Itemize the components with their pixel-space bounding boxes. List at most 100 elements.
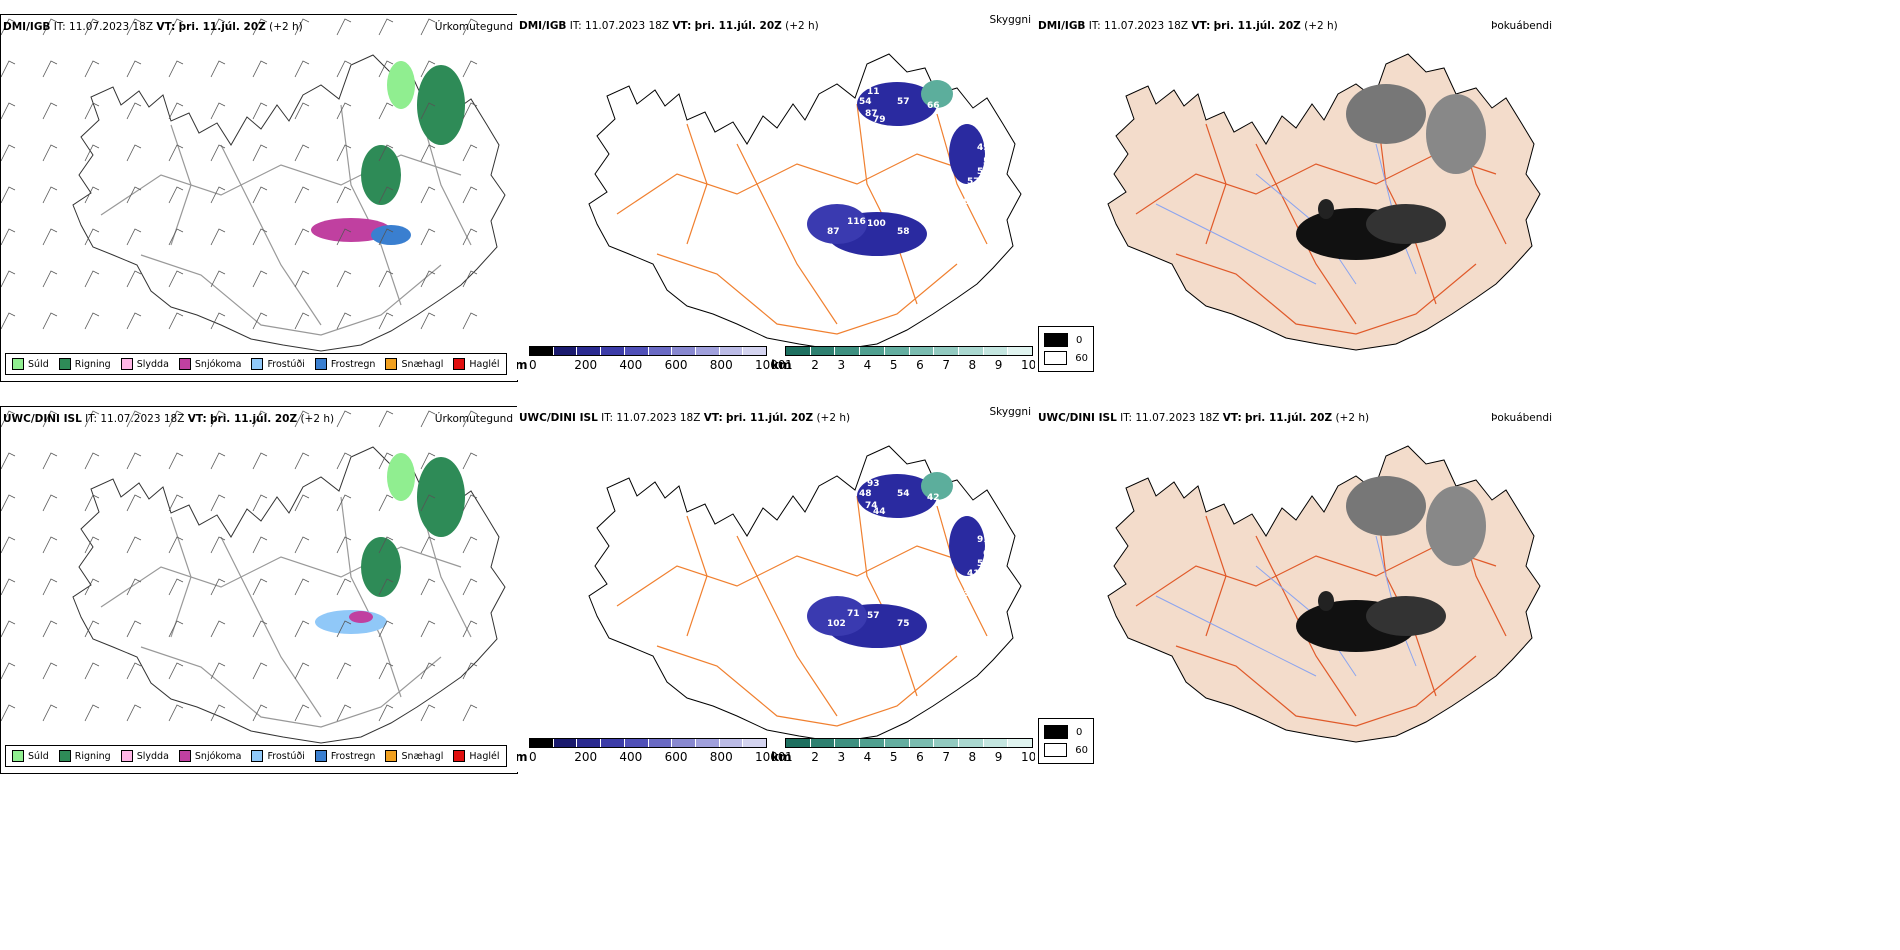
river-line (1155, 595, 1317, 677)
legend-label: Frostregn (330, 358, 376, 370)
cloud-value-label: 42 (927, 493, 940, 503)
wind-barb (210, 60, 226, 78)
wind-barb (210, 452, 226, 470)
wind-barb (42, 662, 58, 680)
colorbar-cell (530, 739, 554, 747)
wind-barb (378, 536, 394, 554)
legend-item: Súld (12, 358, 49, 370)
road-line (420, 114, 472, 246)
wind-barb (462, 228, 478, 246)
colorbar-tick: 10 (1021, 358, 1035, 372)
precip-area (349, 611, 373, 623)
legend-swatch (385, 358, 398, 370)
wind-barb (1, 662, 16, 680)
wind-barb (252, 228, 268, 246)
wind-barb (252, 186, 268, 204)
colorbar-tick: 5 (889, 358, 898, 372)
wind-barb (462, 494, 478, 512)
road-line (170, 516, 192, 638)
legend-swatch (453, 358, 466, 370)
cloud-area (921, 80, 953, 108)
colorbar-cell (958, 739, 984, 747)
fog-area (1426, 94, 1486, 174)
road-line (616, 153, 978, 215)
cloud-value-label: 79 (873, 115, 886, 125)
colorbar-unit: m (517, 750, 528, 764)
colorbar-cell (577, 739, 602, 747)
colorbar-cell (934, 347, 959, 355)
cloud-value-label: 100 (867, 219, 886, 229)
map-group (72, 54, 506, 352)
colorbar-tick: 1 (785, 358, 793, 372)
iceland-outline (588, 445, 1022, 743)
wind-barb (378, 662, 394, 680)
wind-barb (1, 704, 16, 722)
wind-barb (420, 620, 436, 638)
cloud-value-label: 103 (777, 589, 796, 599)
wind-barb (1, 102, 16, 120)
legend-item: Snæhagl (385, 750, 443, 762)
wind-barb (1, 186, 16, 204)
wind-barb (420, 704, 436, 722)
colorbar-tick: 2 (811, 358, 819, 372)
wind-barb (168, 620, 184, 638)
wind-barb (294, 186, 310, 204)
wind-barb (336, 270, 352, 288)
fog-panel-top: DMI/IGB IT: 11.07.2023 18Z VT: þri. 11.j… (1036, 14, 1556, 380)
colorbar-tick: 6 (916, 358, 924, 372)
map-group (72, 446, 506, 744)
cloud-value-label: 42 (947, 117, 960, 127)
colorbar-cell (1008, 739, 1033, 747)
legend-label: Frostúði (267, 750, 305, 762)
legend-label: Slydda (136, 750, 169, 762)
wind-barb (294, 662, 310, 680)
colorbar-tick: 1000 (755, 750, 786, 764)
wind-barb (378, 60, 394, 78)
colorbar-cell (743, 739, 767, 747)
road-line (686, 515, 708, 637)
road-line (936, 505, 988, 637)
colorbar-tick: 8 (968, 750, 977, 764)
colorbar-tick: 2 (811, 750, 819, 764)
legend-label: Haglél (469, 358, 500, 370)
wind-barb (336, 228, 352, 246)
colorbar-cell (860, 739, 885, 747)
fog-area (1318, 591, 1334, 611)
legend-swatch (453, 750, 466, 762)
legend-item: Rigning (58, 750, 111, 762)
wind-barb (126, 312, 142, 330)
colorbar-cloudbase: m 0 200 400 600 800 1000 (517, 738, 786, 770)
cloud-value-label: 52 (947, 509, 960, 519)
precip-area (387, 453, 415, 501)
wind-barb (42, 620, 58, 638)
wind-barb (294, 18, 310, 36)
colorbar-cell (909, 347, 935, 355)
wind-barb (210, 494, 226, 512)
legend-label: Snæhagl (401, 358, 444, 370)
legend-swatch (314, 750, 327, 762)
colorbar-cell (601, 739, 625, 747)
colorbar-tick: 1 (785, 750, 793, 764)
cloud-value-label: 66 (927, 101, 940, 111)
wind-barb (210, 536, 226, 554)
wind-barb (294, 578, 310, 596)
wind-barb (336, 102, 352, 120)
cloud-value-label: 74 (865, 501, 878, 511)
cloud-value-label: 57 (897, 97, 910, 107)
colorbar-cell (810, 347, 836, 355)
colorbar-unit: km (771, 750, 792, 764)
fog-area (1346, 84, 1426, 144)
wind-barb (378, 578, 394, 596)
precip-panel-top: DMI/IGB IT: 11.07.2023 18Z VT: þri. 11.j… (0, 14, 518, 382)
cloud-value-label: 91 (977, 535, 990, 545)
wind-barb (336, 662, 352, 680)
cloud-area (949, 516, 985, 576)
wind-barb (294, 620, 310, 638)
wind-barb (378, 620, 394, 638)
wind-barb (336, 578, 352, 596)
colorbar-tick: 400 (619, 358, 643, 372)
wind-barb (420, 18, 436, 36)
wind-barb (126, 452, 142, 470)
wind-barb (84, 662, 100, 680)
wind-barb (42, 270, 58, 288)
